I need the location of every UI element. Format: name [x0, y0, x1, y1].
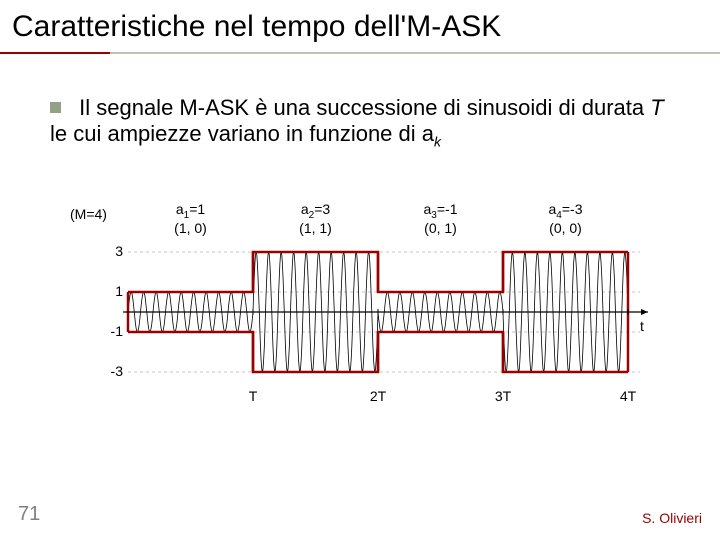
title-underline: [0, 52, 720, 58]
waveform-svg: [70, 200, 650, 420]
page-number: 71: [18, 503, 40, 526]
page-title: Caratteristiche nel tempo dell'M-ASK: [12, 10, 501, 44]
bullet-square-icon: [50, 102, 61, 113]
title-underline-red: [0, 52, 110, 54]
bullet-item: Il segnale M-ASK è una successione di si…: [50, 95, 670, 149]
bullet-text: Il segnale M-ASK è una successione di si…: [50, 95, 664, 146]
title-underline-grey: [110, 52, 720, 54]
author-footer: S. Olivieri: [642, 510, 702, 526]
mask-waveform-chart: (M=4) a1=1(1, 0) a2=3(1, 1) a3=-1(0, 1) …: [70, 200, 650, 420]
